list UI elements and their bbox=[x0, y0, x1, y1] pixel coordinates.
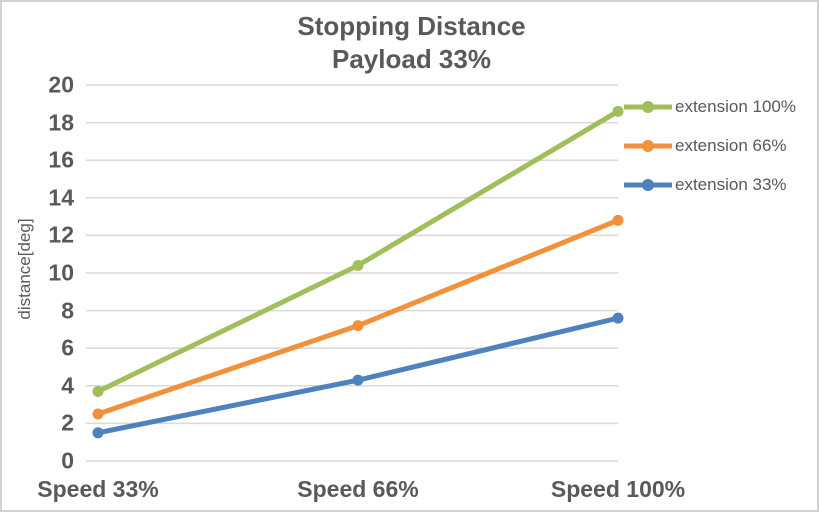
legend-swatch-line-icon bbox=[624, 100, 672, 113]
chart-title-block: Stopping Distance Payload 33% bbox=[2, 10, 817, 76]
chart-subtitle: Payload 33% bbox=[332, 44, 491, 74]
y-tick-label: 14 bbox=[48, 184, 74, 211]
y-tick-label: 16 bbox=[48, 146, 74, 173]
data-point-marker-extension-33- bbox=[352, 374, 364, 386]
data-point-marker-extension-100- bbox=[92, 385, 104, 397]
y-tick-label: 6 bbox=[61, 334, 74, 361]
y-tick-label: 2 bbox=[61, 409, 74, 436]
legend-item: extension 66% bbox=[624, 126, 817, 165]
legend-item: extension 100% bbox=[624, 87, 817, 126]
data-point-marker-extension-33- bbox=[92, 427, 104, 439]
y-tick-label: 10 bbox=[48, 259, 74, 286]
legend-label: extension 100% bbox=[675, 96, 796, 116]
y-tick-label: 20 bbox=[48, 71, 74, 98]
legend: extension 100% extension 66% extension 33% bbox=[624, 87, 817, 204]
legend-item: extension 33% bbox=[624, 165, 817, 204]
y-tick-label: 0 bbox=[61, 447, 74, 474]
data-point-marker-extension-66- bbox=[352, 320, 364, 332]
y-tick-label: 4 bbox=[61, 372, 74, 399]
data-point-marker-extension-66- bbox=[612, 214, 624, 226]
x-axis-category-label: Speed 100% bbox=[550, 476, 686, 502]
y-tick-label: 18 bbox=[48, 109, 74, 136]
x-axis-category-label: Speed 33% bbox=[37, 476, 159, 502]
legend-swatch-line-icon bbox=[624, 139, 672, 152]
data-point-marker-extension-100- bbox=[612, 105, 624, 117]
y-tick-label: 8 bbox=[61, 297, 74, 324]
data-point-marker-extension-100- bbox=[352, 259, 364, 271]
legend-swatch-line-icon bbox=[624, 178, 672, 191]
data-point-marker-extension-66- bbox=[92, 408, 104, 420]
data-point-marker-extension-33- bbox=[612, 312, 624, 324]
y-tick-label: 12 bbox=[48, 221, 74, 248]
legend-label: extension 66% bbox=[675, 135, 787, 155]
legend-label: extension 33% bbox=[675, 174, 787, 194]
chart-title: Stopping Distance bbox=[297, 11, 526, 41]
x-axis-category-label: Speed 66% bbox=[297, 476, 419, 502]
